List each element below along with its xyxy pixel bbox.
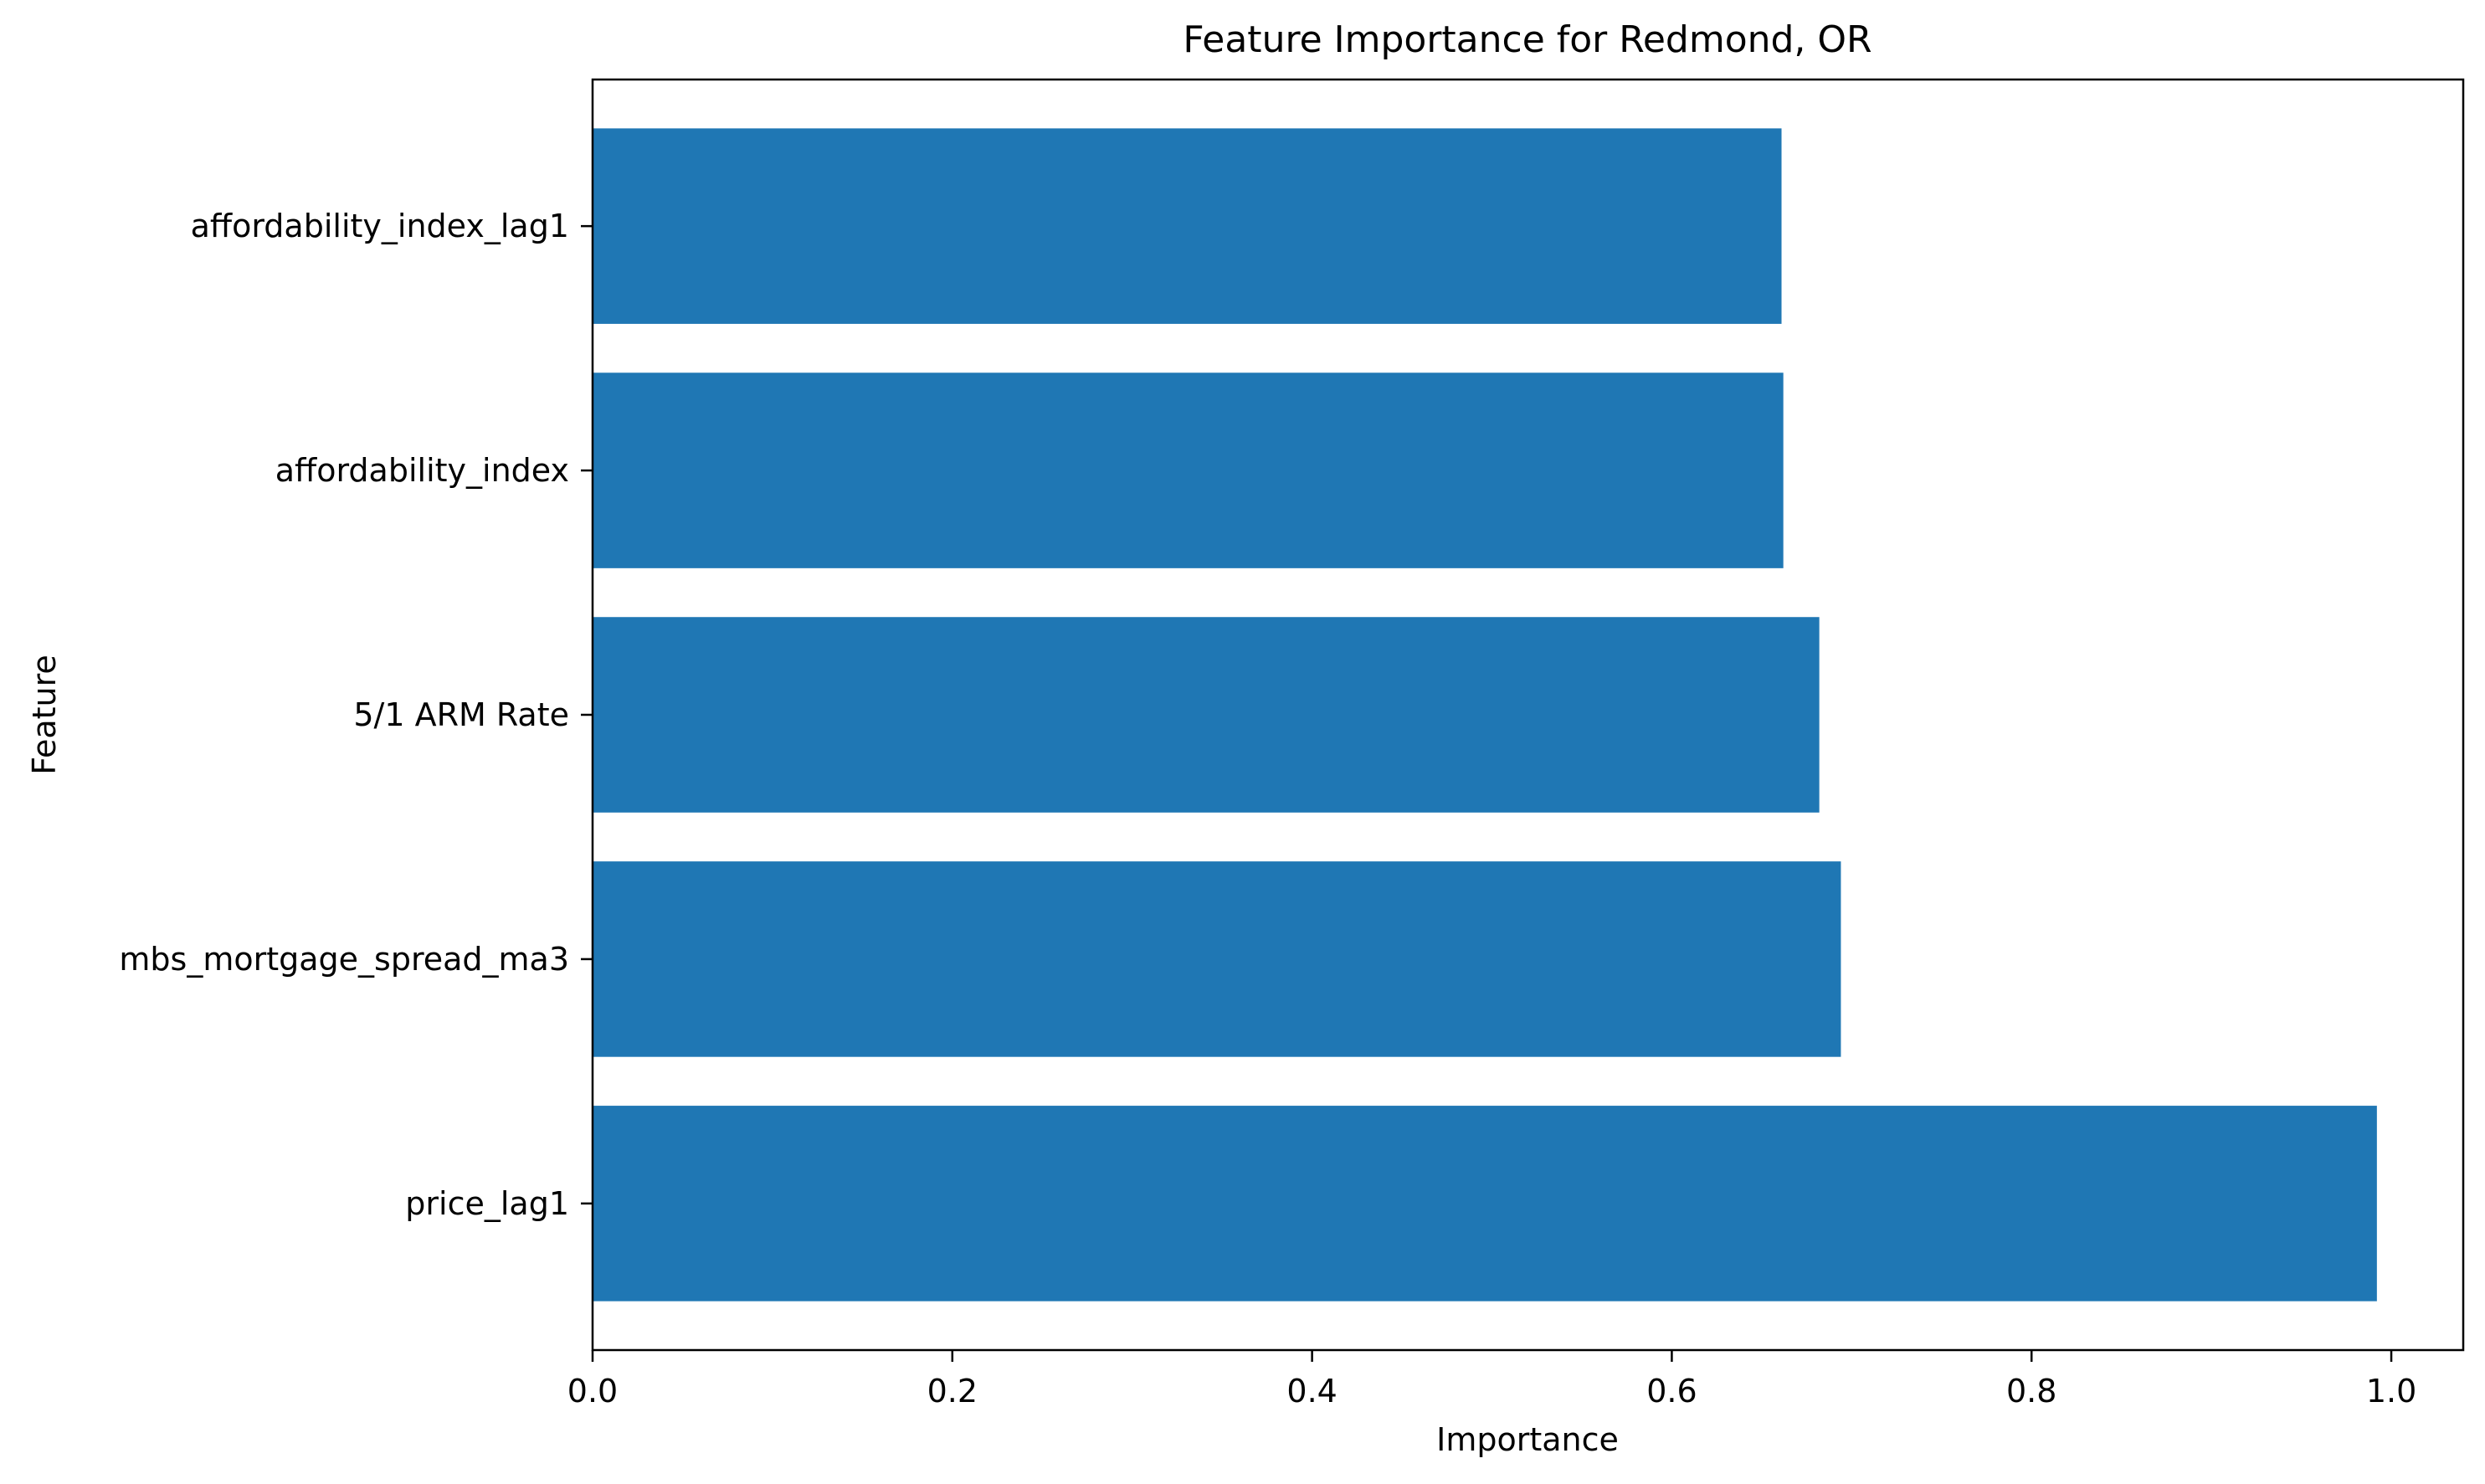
bar-3: [593, 372, 1784, 568]
bars-group: [593, 128, 2377, 1302]
x-tick-label: 0.4: [1286, 1373, 1337, 1410]
x-axis-label: Importance: [1436, 1421, 1619, 1458]
bar-2: [593, 617, 1820, 813]
x-tick-label: 0.6: [1646, 1373, 1697, 1410]
x-tick-label: 0.0: [567, 1373, 618, 1410]
bar-4: [593, 128, 1782, 324]
chart-title: Feature Importance for Redmond, OR: [1183, 18, 1871, 61]
y-tick-label: mbs_mortgage_spread_ma3: [119, 941, 569, 978]
x-tick-label: 0.2: [927, 1373, 978, 1410]
bar-1: [593, 861, 1841, 1057]
y-axis-label: Feature: [26, 655, 63, 775]
x-tick-label: 0.8: [2006, 1373, 2056, 1410]
y-axis: price_lag1 mbs_mortgage_spread_ma3 5/1 ARM…: [119, 208, 593, 1222]
bar-0: [593, 1106, 2377, 1302]
y-tick-label: affordability_index_lag1: [191, 208, 569, 244]
x-axis: 0.0 0.2 0.4 0.6 0.8 1.0: [567, 1350, 2416, 1410]
x-tick-label: 1.0: [2366, 1373, 2416, 1410]
y-tick-label: 5/1 ARM Rate: [353, 696, 569, 733]
y-tick-label: price_lag1: [405, 1185, 569, 1222]
y-tick-label: affordability_index: [275, 452, 569, 489]
